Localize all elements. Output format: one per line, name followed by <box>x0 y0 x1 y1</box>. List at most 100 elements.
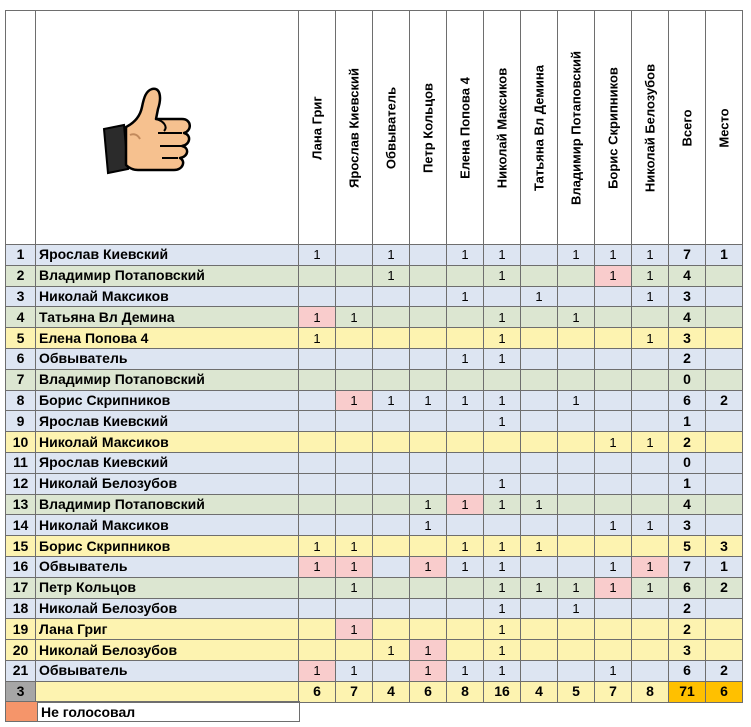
vote-cell: 1 <box>557 306 595 329</box>
row-total: 3 <box>668 285 706 308</box>
vote-cell: 1 <box>483 244 521 266</box>
column-header-label: Николай Белозубов <box>642 63 658 192</box>
vote-cell <box>557 431 595 453</box>
vote-cell <box>446 472 484 495</box>
vote-cell <box>631 389 669 412</box>
row-total: 3 <box>668 327 706 349</box>
row-total: 2 <box>668 347 706 370</box>
vote-cell <box>557 555 595 578</box>
row-total: 1 <box>668 410 706 433</box>
table-row: 12 Николай Белозубов 1 1 <box>5 472 743 495</box>
column-header-label: Татьяна Вл Демина <box>531 64 547 191</box>
row-place <box>705 285 743 308</box>
vote-cell: 1 <box>631 576 669 599</box>
row-total: 0 <box>668 451 706 474</box>
vote-cell <box>631 347 669 370</box>
vote-cell: 1 <box>409 493 447 516</box>
row-total: 2 <box>668 431 706 453</box>
table-row: 4 Татьяна Вл Демина 1 1 1 1 4 <box>5 306 743 329</box>
row-place <box>705 264 743 287</box>
vote-cell <box>446 451 484 474</box>
row-number: 18 <box>5 597 36 620</box>
table-row: 2 Владимир Потаповский 1 1 1 1 4 <box>5 264 743 287</box>
vote-cell <box>594 535 632 557</box>
vote-cell <box>298 451 336 474</box>
vote-cell <box>520 244 558 266</box>
vote-cell <box>631 618 669 641</box>
row-total: 3 <box>668 639 706 661</box>
vote-cell <box>594 306 632 329</box>
vote-cell <box>335 639 373 661</box>
row-name: Ярослав Киевский <box>35 244 299 266</box>
row-number: 7 <box>5 368 36 391</box>
row-place <box>705 472 743 495</box>
row-place: 3 <box>705 535 743 557</box>
summary-cell: 6 <box>298 680 336 703</box>
summary-row: 3 6 7 4 6 8 16 4 5 7 8 71 6 <box>5 680 743 703</box>
vote-cell <box>446 514 484 537</box>
summary-name <box>35 680 299 703</box>
table-row: 1 Ярослав Киевский 1 1 1 1 1 1 1 7 1 <box>5 244 743 266</box>
summary-total: 71 <box>668 680 706 703</box>
vote-cell <box>594 368 632 391</box>
vote-cell <box>631 493 669 516</box>
row-name: Борис Скрипников <box>35 535 299 557</box>
row-name: Николай Белозубов <box>35 597 299 620</box>
row-number: 3 <box>5 285 36 308</box>
row-number: 20 <box>5 639 36 661</box>
summary-cell: 7 <box>335 680 373 703</box>
vote-cell <box>594 410 632 433</box>
column-header-label: Обвыватель <box>383 86 399 169</box>
vote-cell <box>520 472 558 495</box>
vote-cell <box>557 535 595 557</box>
vote-cell <box>446 431 484 453</box>
row-name: Обвыватель <box>35 347 299 370</box>
row-name: Владимир Потаповский <box>35 368 299 391</box>
row-number: 10 <box>5 431 36 453</box>
row-place: 2 <box>705 659 743 682</box>
vote-cell <box>446 576 484 599</box>
vote-cell <box>446 618 484 641</box>
column-header-label: Борис Скрипников <box>605 66 621 189</box>
vote-cell: 1 <box>483 347 521 370</box>
vote-cell <box>557 410 595 433</box>
vote-cell <box>409 347 447 370</box>
vote-cell <box>372 555 410 578</box>
vote-cell <box>594 472 632 495</box>
vote-cell <box>483 431 521 453</box>
vote-cell <box>409 597 447 620</box>
vote-cell <box>298 576 336 599</box>
vote-cell: 1 <box>409 639 447 661</box>
vote-cell <box>446 306 484 329</box>
row-place <box>705 410 743 433</box>
row-name: Николай Белозубов <box>35 472 299 495</box>
vote-cell: 1 <box>409 555 447 578</box>
row-name: Татьяна Вл Демина <box>35 306 299 329</box>
vote-cell <box>557 347 595 370</box>
vote-cell <box>409 535 447 557</box>
vote-cell <box>483 451 521 474</box>
vote-cell <box>409 410 447 433</box>
summary-cell: 16 <box>483 680 521 703</box>
vote-cell <box>446 410 484 433</box>
vote-cell <box>520 347 558 370</box>
vote-cell <box>594 327 632 349</box>
vote-cell <box>298 639 336 661</box>
vote-cell: 1 <box>631 264 669 287</box>
vote-cell: 1 <box>446 347 484 370</box>
row-place <box>705 514 743 537</box>
vote-cell: 1 <box>483 389 521 412</box>
vote-cell: 1 <box>372 244 410 266</box>
corner-cell <box>5 10 36 245</box>
vote-cell <box>520 451 558 474</box>
vote-cell <box>594 451 632 474</box>
vote-cell <box>335 285 373 308</box>
column-header-label: Елена Попова 4 <box>457 76 473 179</box>
table-row: 9 Ярослав Киевский 1 1 <box>5 410 743 433</box>
table-row: 3 Николай Максиков 1 1 1 3 <box>5 285 743 308</box>
row-name: Обвыватель <box>35 555 299 578</box>
vote-cell <box>631 639 669 661</box>
vote-cell: 1 <box>557 597 595 620</box>
row-number: 17 <box>5 576 36 599</box>
vote-cell <box>298 347 336 370</box>
